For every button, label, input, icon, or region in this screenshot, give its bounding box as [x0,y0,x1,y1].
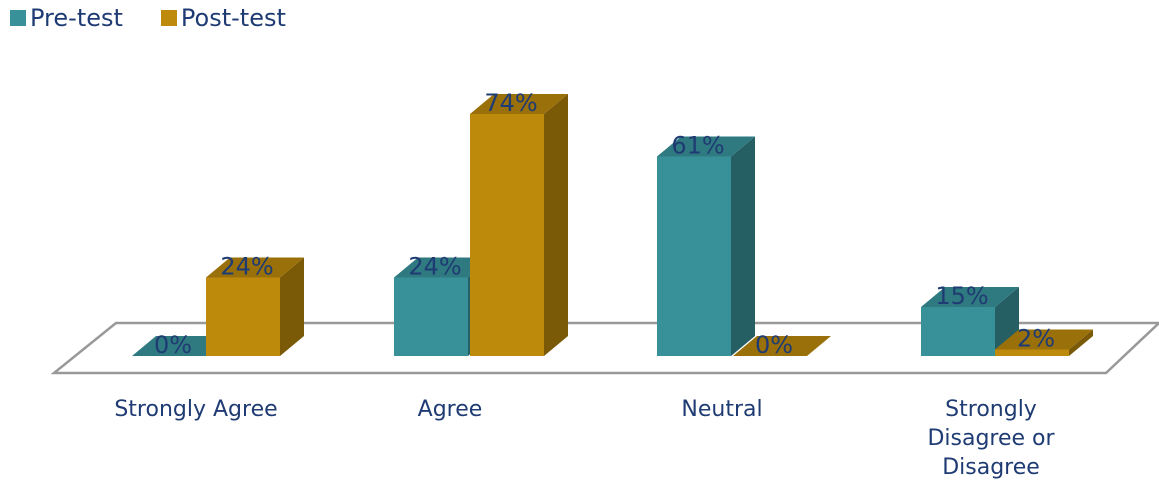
bar-post-test-1-side [544,94,568,356]
bar-pre-test-0 [132,336,230,356]
category-label-3: Strongly Disagree or Disagree [927,397,1055,480]
bar-pre-test-1-top [394,257,492,278]
data-label-pre-test-1: 24% [408,253,461,281]
bar-pre-test-0-top [132,336,230,356]
bar-pre-test-3-front [921,306,995,356]
legend-item-post-test: Post-test [160,4,286,32]
legend-label-post-test: Post-test [180,4,286,32]
legend-item-pre-test: Pre-test [10,4,123,32]
category-label-2-line-0: Neutral [681,397,762,422]
bar-post-test-1-top [470,94,568,114]
bar-post-test-3-front [995,349,1069,356]
chart-legend: Pre-test Post-test [10,4,324,32]
bar-post-test-2-top [733,336,831,356]
data-label-post-test-2: 0% [755,331,793,359]
data-label-post-test-1: 74% [484,89,537,117]
data-label-post-test-0: 24% [220,253,273,281]
chart-floor [50,321,1159,375]
bar-pre-test-2-front [657,156,731,356]
category-label-1-line-0: Agree [418,397,483,422]
bar-post-test-0-front [206,277,280,356]
bar-post-test-2 [733,336,831,356]
bar-post-test-1-front [470,114,544,356]
category-label-0-line-0: Strongly Agree [114,397,277,422]
data-label-pre-test-0: 0% [154,331,192,359]
data-label-pre-test-3: 15% [935,282,988,310]
bar-pre-test-1-front [394,277,468,356]
bar-pre-test-2-side [731,136,755,356]
category-label-2: Neutral [681,397,762,422]
legend-label-pre-test: Pre-test [30,4,123,32]
bar-post-test-3-top [995,329,1093,350]
bar-post-test-0-side [280,257,304,356]
category-label-0: Strongly Agree [114,397,277,422]
bar-post-test-0-top [206,257,304,278]
category-label-3-line-2: Disagree [942,455,1040,480]
legend-swatch-post-test [160,10,177,26]
bar-pre-test-3-top [921,286,1019,307]
bar-post-test-3-side [1069,329,1093,356]
data-label-pre-test-2: 61% [671,132,724,160]
bar-post-test-0 [206,257,304,356]
category-label-3-line-0: Strongly [945,397,1037,422]
data-label-post-test-3: 2% [1017,324,1055,352]
bar-pre-test-2 [657,136,755,356]
bar-post-test-1 [470,94,568,356]
bar-pre-test-2-top [657,136,755,157]
bar-pre-test-3 [921,286,1019,356]
legend-swatch-pre-test [10,10,26,26]
bar-post-test-3 [995,329,1093,356]
category-label-1: Agree [418,397,483,422]
category-label-3-line-1: Disagree or [927,426,1055,451]
